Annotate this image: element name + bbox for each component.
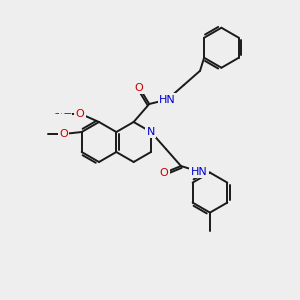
Text: O: O: [160, 168, 168, 178]
Text: HN: HN: [159, 94, 175, 105]
Text: —: —: [55, 109, 64, 118]
Text: —: —: [60, 109, 68, 118]
Text: O: O: [59, 129, 68, 139]
Text: O: O: [135, 82, 144, 93]
Text: —: —: [63, 109, 71, 118]
Text: HN: HN: [190, 167, 207, 177]
Text: O: O: [76, 109, 84, 118]
Text: N: N: [147, 127, 155, 137]
